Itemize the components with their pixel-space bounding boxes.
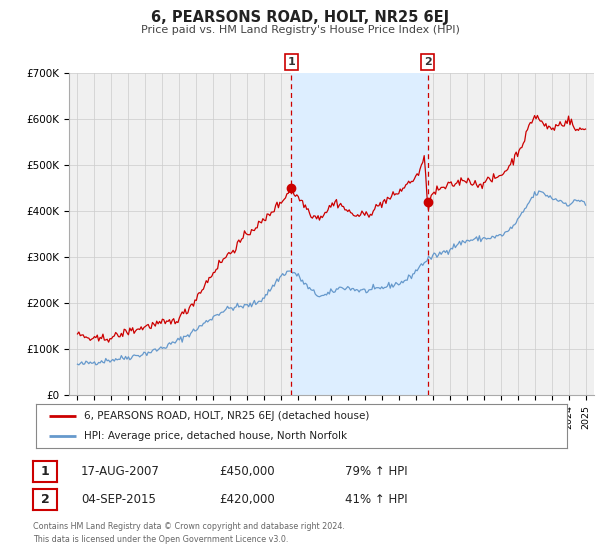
Text: 2: 2: [41, 493, 49, 506]
Text: This data is licensed under the Open Government Licence v3.0.: This data is licensed under the Open Gov…: [33, 535, 289, 544]
Text: 1: 1: [287, 57, 295, 67]
Text: 17-AUG-2007: 17-AUG-2007: [81, 465, 160, 478]
Text: 79% ↑ HPI: 79% ↑ HPI: [345, 465, 407, 478]
Text: 41% ↑ HPI: 41% ↑ HPI: [345, 493, 407, 506]
Text: Price paid vs. HM Land Registry's House Price Index (HPI): Price paid vs. HM Land Registry's House …: [140, 25, 460, 35]
Text: HPI: Average price, detached house, North Norfolk: HPI: Average price, detached house, Nort…: [84, 431, 347, 441]
Text: 6, PEARSONS ROAD, HOLT, NR25 6EJ: 6, PEARSONS ROAD, HOLT, NR25 6EJ: [151, 10, 449, 25]
Text: 2: 2: [424, 57, 431, 67]
Text: 1: 1: [41, 465, 49, 478]
Text: 6, PEARSONS ROAD, HOLT, NR25 6EJ (detached house): 6, PEARSONS ROAD, HOLT, NR25 6EJ (detach…: [84, 411, 369, 421]
Bar: [291, 73, 428, 395]
Text: £420,000: £420,000: [219, 493, 275, 506]
Text: £450,000: £450,000: [219, 465, 275, 478]
Text: Contains HM Land Registry data © Crown copyright and database right 2024.: Contains HM Land Registry data © Crown c…: [33, 522, 345, 531]
Text: 04-SEP-2015: 04-SEP-2015: [81, 493, 156, 506]
